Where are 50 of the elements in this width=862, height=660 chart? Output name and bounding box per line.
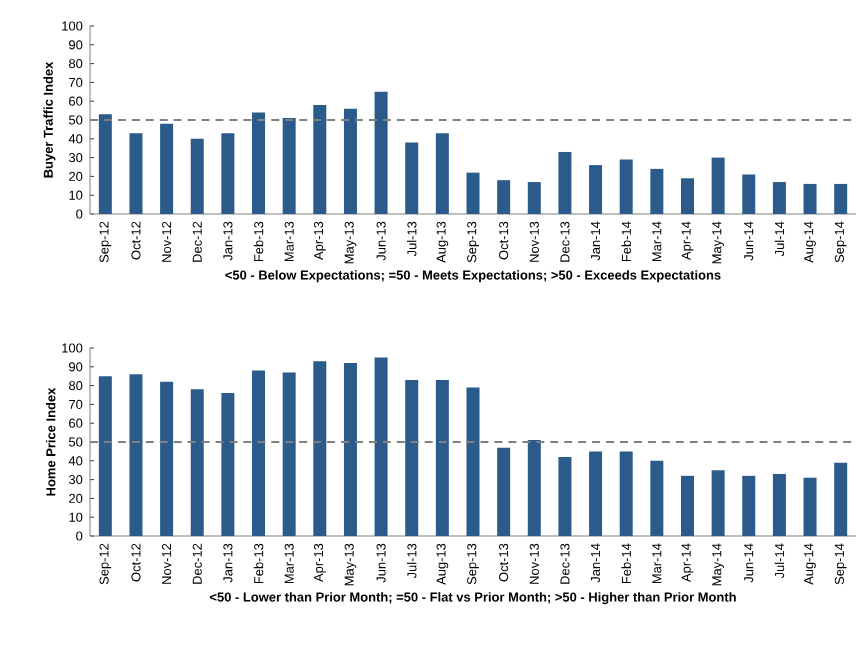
bar [405,379,419,536]
bar [129,374,143,536]
bar [803,183,817,214]
bar [466,172,480,214]
bar [313,104,327,214]
bar [803,477,817,536]
bar [98,376,112,536]
bar [252,112,266,214]
bar [221,133,235,214]
bar [742,174,756,214]
bar [711,157,725,214]
bar [343,108,357,214]
bar [650,460,664,536]
bar [98,114,112,214]
bar [742,475,756,536]
bar [558,457,572,536]
bar [589,451,603,536]
bar [252,370,266,536]
bar [619,159,633,214]
bar [466,387,480,536]
bar [343,363,357,536]
bar [680,475,694,536]
bar [650,168,664,214]
bar [160,381,174,536]
bar [834,462,848,536]
bar [190,389,204,536]
bar [435,133,449,214]
bar [282,118,296,214]
bar [834,183,848,214]
bar [190,138,204,214]
bar [527,440,541,536]
bar [772,473,786,536]
bar [589,165,603,214]
bar [527,182,541,214]
bar [497,180,511,214]
bar [680,178,694,214]
bar [435,379,449,536]
bar [772,182,786,214]
bar [374,357,388,536]
bar [160,123,174,214]
bar [619,451,633,536]
bar [313,361,327,536]
bar [221,393,235,536]
bar [558,151,572,214]
bar [711,470,725,536]
bar [129,133,143,214]
bar [282,372,296,536]
bar [497,447,511,536]
bar [405,142,419,214]
bar [374,91,388,214]
